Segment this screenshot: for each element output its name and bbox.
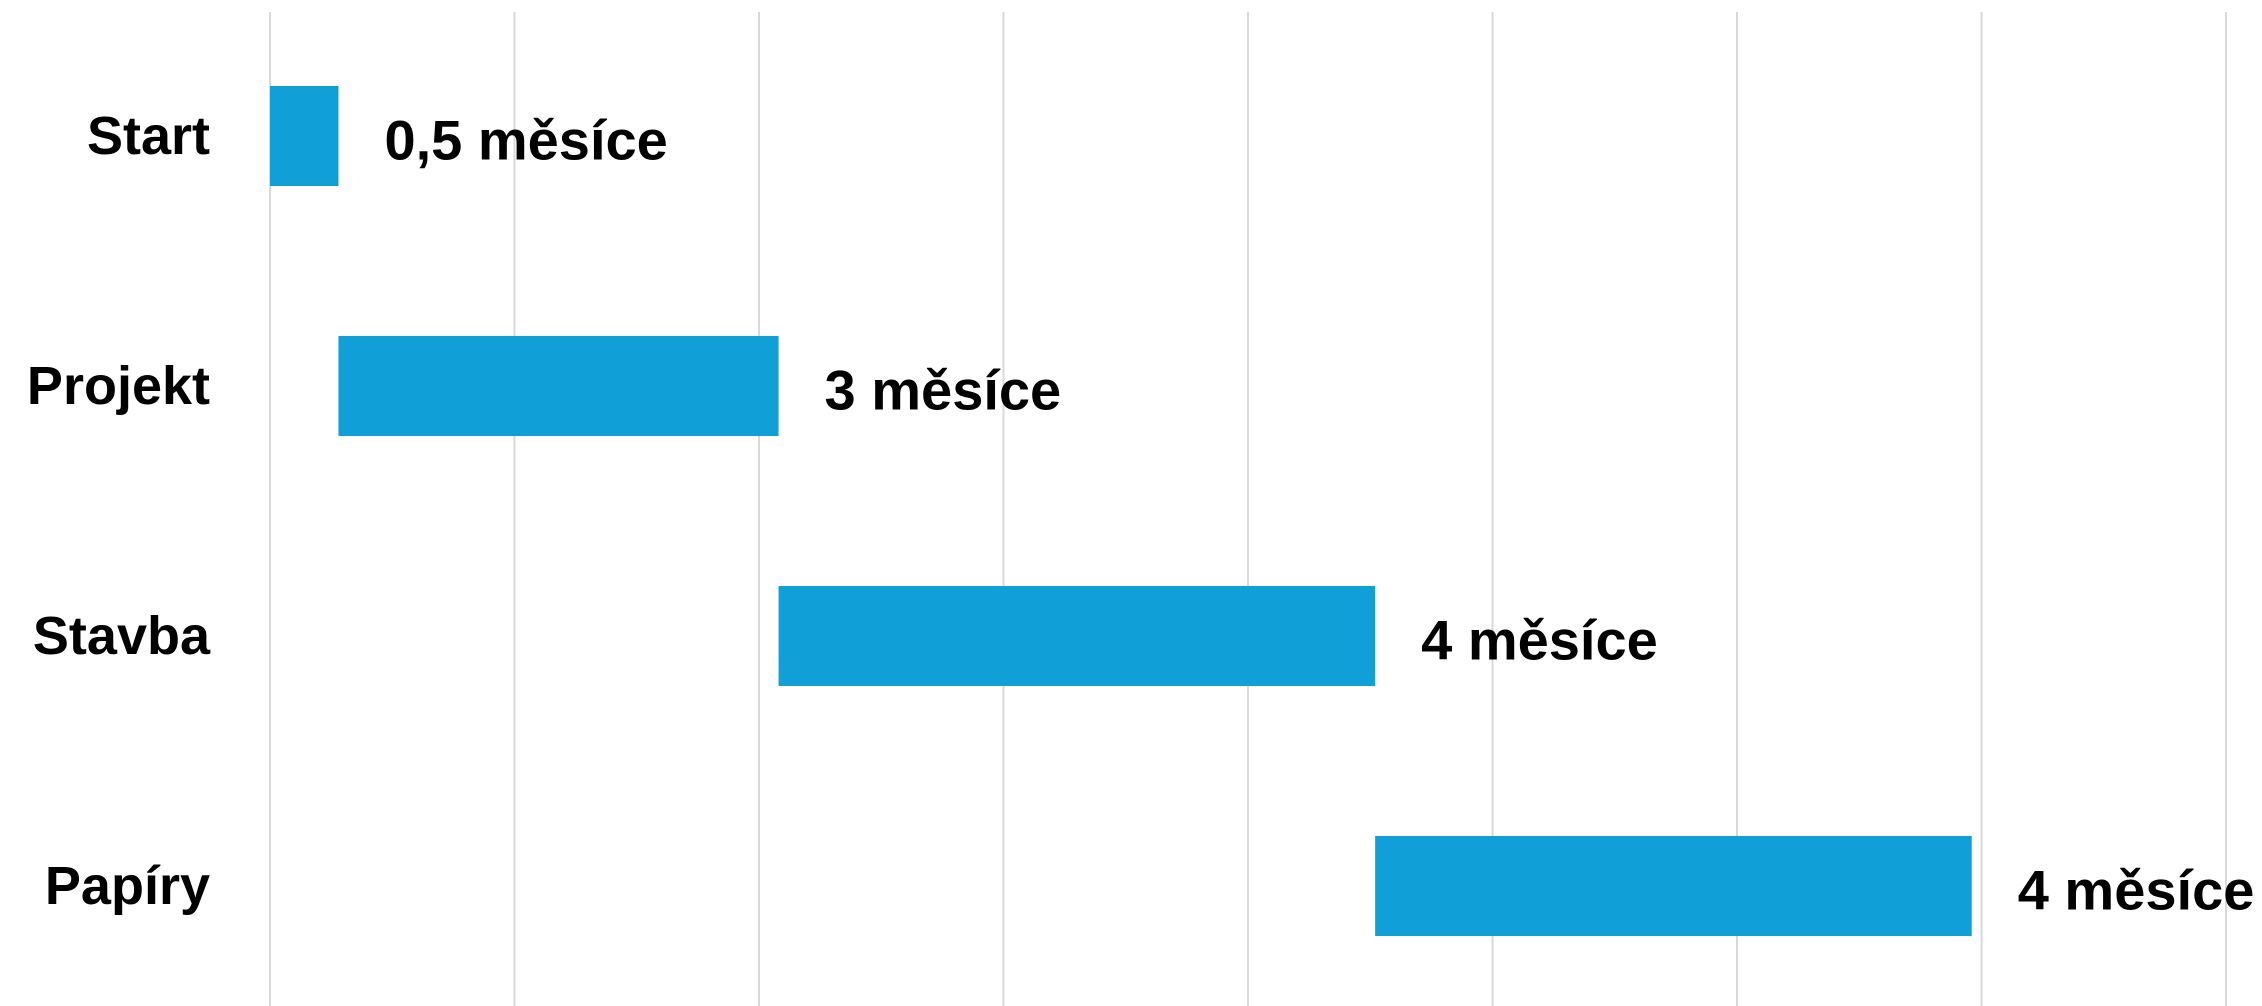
bar-projekt: [338, 336, 779, 436]
bar-stavba: [778, 586, 1376, 686]
data-labels: 0,5 měsíce 3 měsíce 4 měsíce 4 měsíce: [384, 109, 2254, 922]
bar-pap-ry: [1375, 836, 1972, 936]
data-label: 0,5 měsíce: [384, 109, 667, 172]
category-label: Projekt: [27, 356, 210, 416]
bar-start: [270, 86, 339, 186]
category-label: Start: [87, 106, 210, 166]
category-labels: Start Projekt Stavba Papíry: [27, 106, 211, 916]
data-label: 4 měsíce: [1421, 609, 1658, 672]
category-label: Stavba: [33, 606, 211, 666]
gridlines: [269, 12, 2227, 1006]
data-label: 4 měsíce: [2018, 859, 2255, 922]
bars: [270, 86, 1972, 936]
data-label: 3 měsíce: [825, 359, 1062, 422]
category-label: Papíry: [45, 856, 210, 916]
